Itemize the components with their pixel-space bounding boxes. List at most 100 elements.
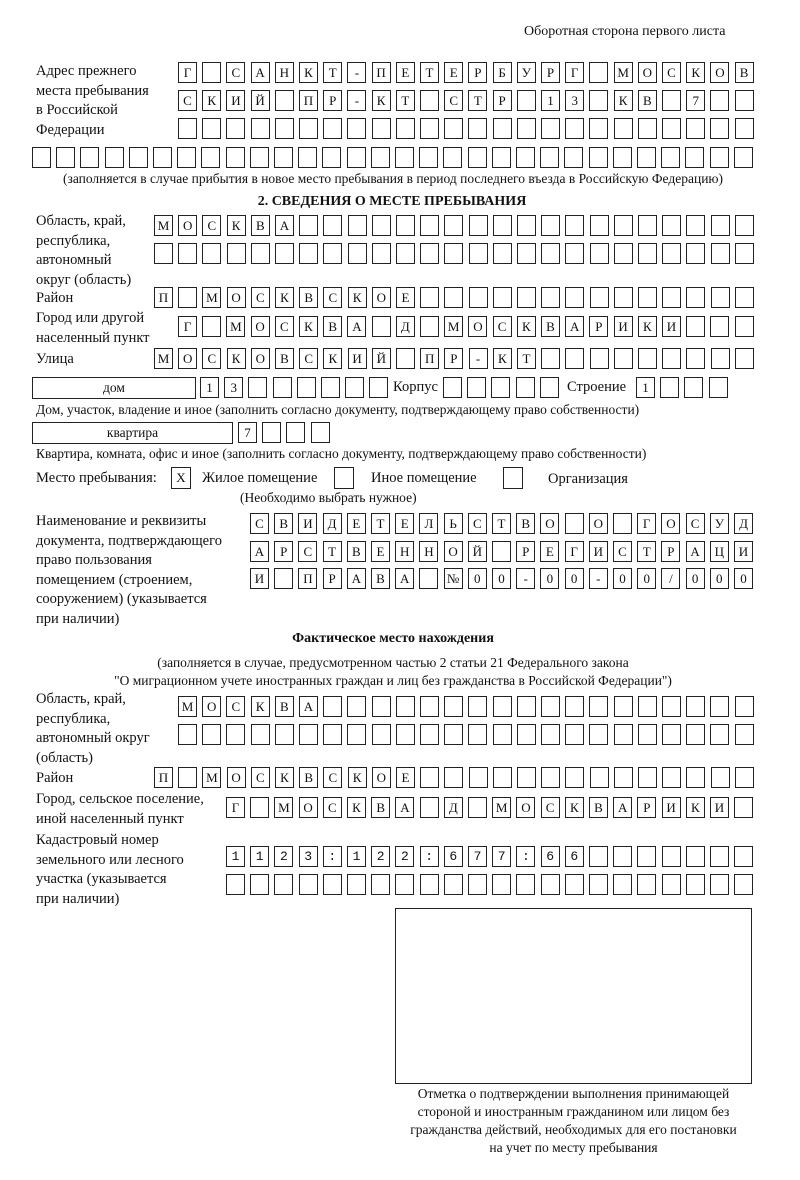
char-cell[interactable]: П bbox=[154, 287, 173, 308]
char-cell[interactable] bbox=[299, 243, 319, 264]
char-cell[interactable]: И bbox=[347, 348, 367, 369]
char-cell[interactable]: 7 bbox=[686, 90, 706, 111]
char-cell[interactable] bbox=[565, 767, 585, 788]
char-cell[interactable] bbox=[540, 874, 560, 895]
char-cell[interactable] bbox=[613, 724, 633, 745]
document-row-3[interactable]: И П Р А В А № 0 0-0 0-0 0/0 0 0 bbox=[250, 568, 758, 590]
char-cell[interactable] bbox=[637, 846, 657, 867]
char-cell[interactable]: Т bbox=[468, 90, 488, 111]
char-cell[interactable] bbox=[419, 147, 439, 168]
char-cell[interactable] bbox=[662, 696, 681, 717]
char-cell[interactable] bbox=[516, 874, 536, 895]
char-cell[interactable]: О bbox=[588, 513, 608, 534]
char-cell[interactable] bbox=[613, 348, 633, 369]
char-cell[interactable] bbox=[708, 377, 728, 398]
char-cell[interactable] bbox=[369, 377, 389, 398]
char-cell[interactable] bbox=[202, 118, 222, 139]
char-cell[interactable]: А bbox=[395, 797, 415, 818]
char-cell[interactable]: О bbox=[468, 316, 488, 337]
char-cell[interactable] bbox=[321, 377, 340, 398]
char-cell[interactable]: С bbox=[492, 316, 512, 337]
char-cell[interactable]: Р bbox=[516, 541, 536, 562]
char-cell[interactable]: А bbox=[275, 215, 294, 236]
char-cell[interactable] bbox=[420, 90, 439, 111]
char-cell[interactable] bbox=[444, 243, 464, 264]
char-cell[interactable] bbox=[371, 696, 391, 717]
char-cell[interactable]: - bbox=[347, 62, 367, 83]
char-cell[interactable]: О bbox=[178, 348, 198, 369]
char-cell[interactable]: Й bbox=[371, 348, 391, 369]
char-cell[interactable] bbox=[420, 316, 439, 337]
char-cell[interactable] bbox=[685, 846, 705, 867]
char-cell[interactable] bbox=[248, 377, 268, 398]
char-cell[interactable] bbox=[274, 724, 294, 745]
char-cell[interactable] bbox=[272, 377, 292, 398]
char-cell[interactable]: 0 bbox=[467, 568, 487, 589]
char-cell[interactable]: В bbox=[346, 541, 366, 562]
char-cell[interactable] bbox=[541, 348, 561, 369]
char-cell[interactable]: В bbox=[274, 513, 294, 534]
char-cell[interactable]: № bbox=[443, 568, 463, 589]
char-cell[interactable] bbox=[323, 243, 343, 264]
char-cell[interactable]: Е bbox=[346, 513, 366, 534]
char-cell[interactable] bbox=[686, 215, 706, 236]
char-cell[interactable]: Р bbox=[661, 541, 681, 562]
char-cell[interactable]: М bbox=[202, 287, 222, 308]
char-cell[interactable] bbox=[564, 147, 584, 168]
char-cell[interactable] bbox=[589, 348, 609, 369]
char-cell[interactable]: С bbox=[298, 541, 318, 562]
char-cell[interactable]: С bbox=[250, 513, 269, 534]
char-cell[interactable] bbox=[565, 243, 585, 264]
char-cell[interactable]: С bbox=[250, 767, 270, 788]
char-cell[interactable]: О bbox=[250, 316, 270, 337]
char-cell[interactable]: И bbox=[734, 541, 753, 562]
char-cell[interactable] bbox=[346, 147, 366, 168]
char-cell[interactable]: 3 bbox=[224, 377, 244, 398]
char-cell[interactable]: В bbox=[734, 62, 754, 83]
char-cell[interactable] bbox=[613, 767, 633, 788]
char-cell[interactable]: Р bbox=[541, 62, 560, 83]
char-cell[interactable] bbox=[662, 287, 682, 308]
char-cell[interactable] bbox=[734, 724, 754, 745]
char-cell[interactable]: С bbox=[274, 316, 294, 337]
char-cell[interactable]: П bbox=[371, 62, 391, 83]
char-cell[interactable]: Р bbox=[323, 90, 343, 111]
char-cell[interactable]: Р bbox=[589, 316, 609, 337]
char-cell[interactable] bbox=[249, 147, 269, 168]
char-cell[interactable] bbox=[638, 767, 657, 788]
char-cell[interactable]: 0 bbox=[734, 568, 753, 589]
char-cell[interactable] bbox=[710, 696, 730, 717]
char-cell[interactable] bbox=[370, 147, 390, 168]
char-cell[interactable]: - bbox=[516, 568, 536, 589]
char-cell[interactable]: В bbox=[299, 287, 319, 308]
char-cell[interactable]: С bbox=[662, 62, 681, 83]
char-cell[interactable]: С bbox=[202, 348, 222, 369]
char-cell[interactable] bbox=[104, 147, 124, 168]
char-cell[interactable] bbox=[516, 846, 536, 867]
char-cell[interactable]: С bbox=[444, 90, 464, 111]
char-cell[interactable] bbox=[347, 724, 367, 745]
char-cell[interactable]: О bbox=[637, 62, 657, 83]
char-cell[interactable] bbox=[492, 724, 512, 745]
char-cell[interactable] bbox=[660, 377, 680, 398]
char-cell[interactable]: Й bbox=[467, 541, 487, 562]
char-cell[interactable] bbox=[322, 147, 342, 168]
char-cell[interactable] bbox=[734, 846, 754, 867]
char-cell[interactable] bbox=[685, 874, 705, 895]
char-cell[interactable] bbox=[516, 696, 536, 717]
char-cell[interactable]: М bbox=[154, 348, 173, 369]
char-cell[interactable] bbox=[468, 287, 488, 308]
char-cell[interactable] bbox=[226, 118, 246, 139]
char-cell[interactable] bbox=[710, 243, 730, 264]
char-cell[interactable]: М bbox=[444, 316, 464, 337]
char-cell[interactable] bbox=[565, 215, 585, 236]
char-cell[interactable]: Р bbox=[274, 541, 294, 562]
char-cell[interactable] bbox=[589, 62, 609, 83]
char-cell[interactable]: Т bbox=[323, 62, 343, 83]
char-cell[interactable] bbox=[226, 846, 245, 867]
char-cell[interactable] bbox=[710, 287, 730, 308]
